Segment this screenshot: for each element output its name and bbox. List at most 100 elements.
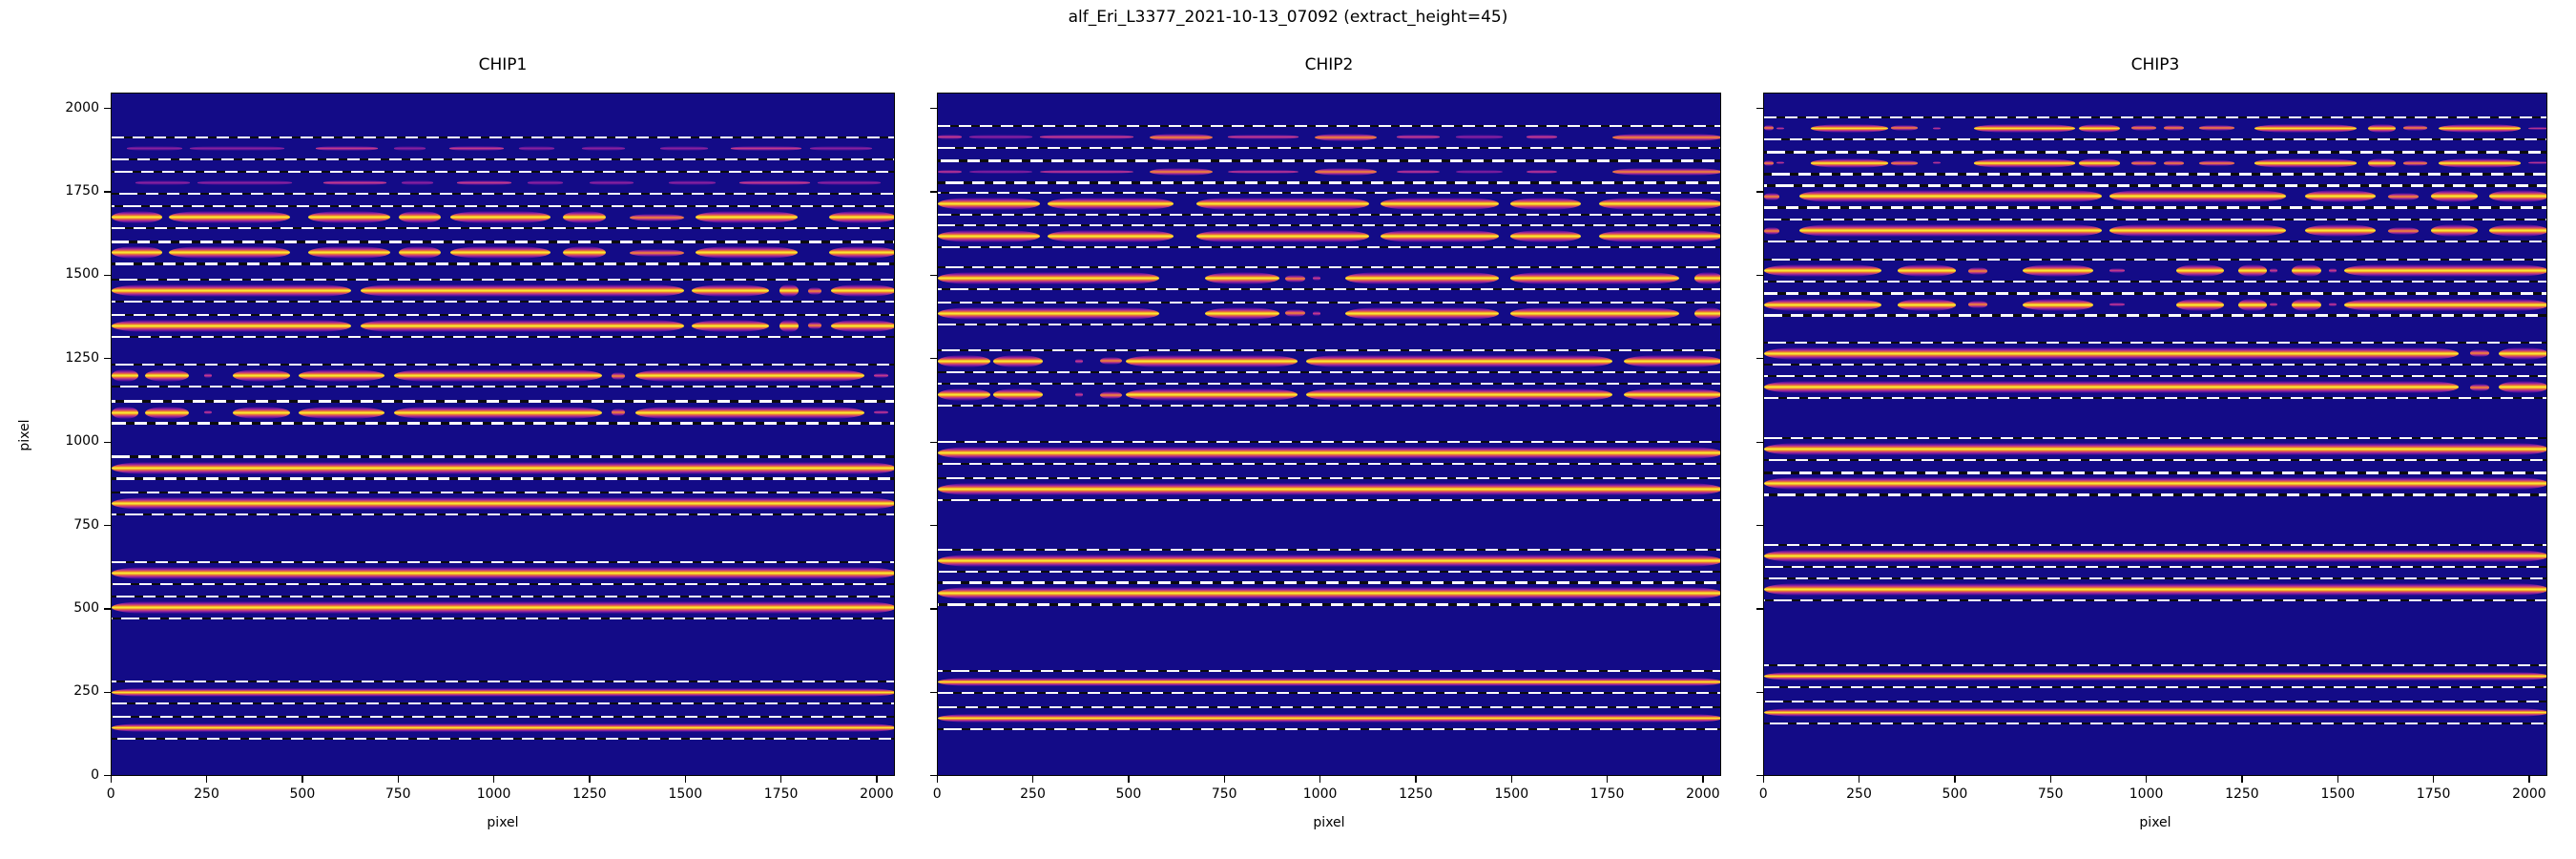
order-trace-segment: [1228, 135, 1299, 139]
extraction-boundary-upper: [112, 241, 894, 243]
order-trace-segment: [1285, 309, 1305, 318]
x-tick-label: 0: [106, 786, 115, 802]
detector-image-chip3: [1763, 93, 2547, 776]
order-trace-segment: [2305, 190, 2377, 203]
order-trace-segment: [1312, 311, 1321, 316]
x-tick: [589, 776, 591, 783]
order-trace-segment: [1932, 126, 1941, 130]
extraction-boundary-lower: [112, 422, 894, 425]
order-trace-segment: [731, 146, 802, 151]
order-trace-segment: [668, 180, 716, 185]
y-tick: [1756, 274, 1763, 277]
order-trace-segment: [2237, 298, 2267, 311]
x-tick-label: 1750: [763, 786, 799, 802]
extraction-boundary-upper: [112, 492, 894, 494]
extraction-boundary-upper: [1764, 701, 2546, 703]
order-trace-segment: [298, 406, 384, 419]
order-trace-segment: [519, 146, 555, 151]
extraction-boundary-upper: [112, 595, 894, 597]
x-tick-label: 1250: [2225, 786, 2259, 802]
order-trace-segment: [112, 567, 894, 580]
order-trace-segment: [1125, 388, 1298, 401]
order-trace-segment: [1932, 161, 1941, 165]
extraction-boundary-lower: [112, 702, 894, 705]
order-trace-segment: [1306, 354, 1612, 367]
order-trace-segment: [448, 146, 504, 151]
order-trace-segment: [938, 447, 1720, 460]
extraction-boundary-lower: [112, 226, 894, 230]
order-trace-segment: [1897, 264, 1957, 277]
order-trace-segment: [315, 146, 379, 151]
order-trace-segment: [1764, 264, 1882, 277]
extraction-boundary-lower: [112, 335, 894, 338]
x-tick-label: 750: [1211, 786, 1237, 802]
x-tick-label: 250: [1846, 786, 1872, 802]
order-trace-segment: [402, 180, 433, 185]
extraction-boundary-upper: [1764, 184, 2546, 187]
extraction-boundary-upper: [938, 301, 1720, 304]
order-trace-segment: [197, 180, 292, 185]
order-trace-segment: [993, 354, 1044, 367]
order-trace-segment: [1799, 190, 2102, 203]
x-tick-label: 1250: [1399, 786, 1433, 802]
order-trace-segment: [696, 246, 799, 260]
extraction-boundary-lower: [112, 582, 894, 586]
extraction-boundary-lower: [112, 385, 894, 388]
extraction-boundary-lower: [938, 287, 1720, 291]
order-trace-segment: [1764, 125, 1774, 132]
order-trace-segment: [144, 369, 189, 383]
order-trace-segment: [2438, 123, 2522, 133]
order-trace-segment: [361, 319, 685, 332]
extraction-boundary-lower: [1764, 314, 2546, 317]
order-trace-segment: [1306, 388, 1612, 401]
order-trace-segment: [938, 354, 991, 367]
order-trace-segment: [1455, 135, 1503, 139]
order-trace-segment: [1764, 298, 1882, 311]
order-trace-segment: [1598, 198, 1720, 210]
order-trace-segment: [204, 409, 213, 415]
order-trace-segment: [1228, 169, 1299, 175]
order-trace-segment: [1381, 230, 1499, 242]
y-tick-label: 750: [73, 516, 99, 533]
order-trace-segment: [1598, 230, 1720, 242]
order-trace-segment: [1526, 169, 1558, 175]
y-tick: [104, 775, 111, 777]
order-trace-segment: [696, 211, 799, 223]
order-trace-segment: [393, 369, 602, 383]
order-trace-segment: [322, 180, 386, 185]
extraction-boundary-upper: [938, 581, 1720, 584]
x-tick: [1510, 776, 1512, 783]
order-trace-segment: [562, 211, 606, 223]
extraction-boundary-upper: [1764, 115, 2546, 118]
extraction-boundary-lower: [1764, 565, 2546, 569]
x-axis-label: pixel: [2139, 815, 2171, 830]
order-trace-segment: [1149, 168, 1213, 176]
order-trace-segment: [779, 319, 799, 332]
order-trace-segment: [398, 211, 442, 223]
order-trace-segment: [307, 211, 390, 223]
order-trace-segment: [1345, 272, 1499, 284]
extraction-boundary-upper: [112, 455, 894, 458]
extraction-boundary-upper: [1764, 663, 2546, 666]
order-trace-segment: [1694, 272, 1720, 284]
extraction-boundary-lower: [1764, 598, 2546, 601]
detector-image-chip2: [937, 93, 1721, 776]
order-trace-segment: [2270, 268, 2278, 273]
order-trace-segment: [938, 555, 1720, 568]
extraction-boundary-lower: [112, 477, 894, 480]
extraction-boundary-upper: [1764, 292, 2546, 295]
x-axis-label: pixel: [487, 815, 519, 830]
x-tick-label: 500: [1942, 786, 1968, 802]
order-trace-segment: [629, 248, 684, 257]
order-trace-segment: [1764, 442, 2546, 455]
order-trace-segment: [807, 322, 821, 330]
x-tick-label: 1000: [2129, 786, 2164, 802]
order-trace-segment: [1314, 168, 1378, 176]
extraction-boundary-upper: [112, 313, 894, 316]
order-trace-segment: [2109, 302, 2126, 307]
extraction-boundary-lower: [938, 498, 1720, 502]
order-trace-segment: [938, 677, 1720, 686]
order-trace-segment: [2078, 123, 2121, 133]
order-trace-segment: [1204, 272, 1279, 284]
panel-title: CHIP1: [478, 55, 528, 74]
